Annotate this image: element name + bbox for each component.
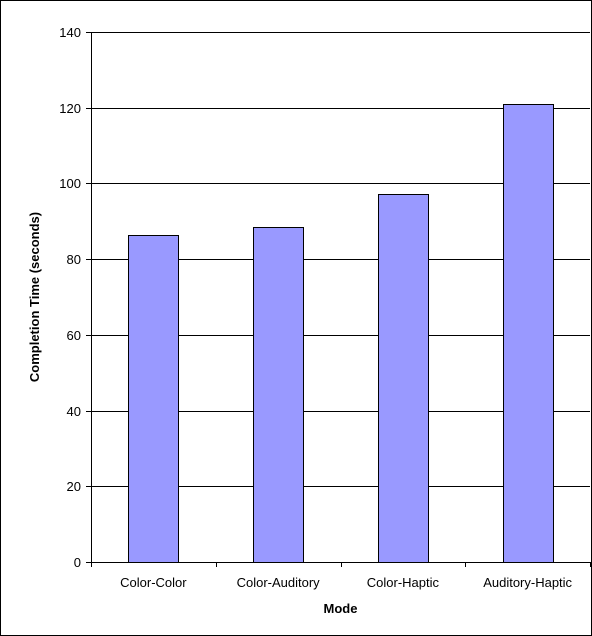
bar-color-haptic <box>378 194 429 563</box>
y-axis-title: Completion Time (seconds) <box>27 212 42 382</box>
y-tick-label: 80 <box>67 252 81 267</box>
x-tick-label: Color-Auditory <box>237 575 321 590</box>
y-tick-label: 60 <box>67 328 81 343</box>
y-tick-label: 120 <box>59 101 81 116</box>
bar-auditory-haptic <box>503 104 554 563</box>
x-axis-title: Mode <box>324 601 358 616</box>
y-tick-label: 100 <box>59 176 81 191</box>
y-tick-label: 40 <box>67 404 81 419</box>
y-tick-label: 0 <box>74 555 81 570</box>
bar-color-color <box>128 235 179 563</box>
y-tick-label: 140 <box>59 25 81 40</box>
x-tick-label: Auditory-Haptic <box>483 575 572 590</box>
bar-color-auditory <box>253 227 304 563</box>
x-tick-label: Color-Color <box>120 575 187 590</box>
y-axis-ticks: 0 20 40 60 80 100 120 140 <box>59 25 91 570</box>
y-tick-label: 20 <box>67 479 81 494</box>
x-axis-ticks: Color-Color Color-Auditory Color-Haptic Aud… <box>91 562 591 590</box>
x-tick-label: Color-Haptic <box>367 575 440 590</box>
